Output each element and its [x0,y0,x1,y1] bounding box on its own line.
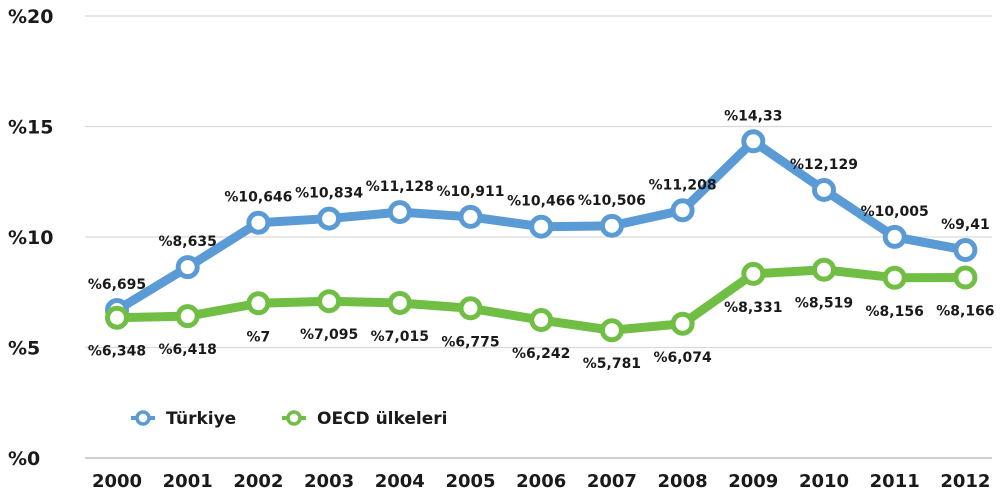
data-point [458,204,483,229]
data-point [812,257,836,282]
x-tick-label: 2007 [587,471,637,492]
x-tick-label: 2009 [728,471,778,492]
data-point [529,214,554,239]
data-point [741,129,766,154]
x-tick-label: 2000 [92,471,142,492]
data-point [317,289,342,314]
data-point [953,238,978,263]
y-tick-label: %10 [8,227,53,249]
data-point [812,177,836,202]
y-tick-label: %5 [8,338,40,360]
data-label: %10,466 [507,194,575,210]
data-label: %11,128 [366,179,434,195]
data-point [529,308,554,333]
legend-label: Türkiye [166,409,236,429]
data-label: %10,005 [861,204,929,220]
x-tick-label: 2002 [233,471,283,492]
data-label: %10,646 [224,190,292,206]
data-point [246,291,271,316]
data-label: %8,519 [795,296,853,312]
data-point [670,198,695,223]
x-tick-label: 2001 [163,471,213,492]
data-point [882,224,907,249]
data-label: %6,348 [88,344,146,360]
data-label: %8,166 [936,304,994,320]
y-tick-label: %20 [8,6,53,28]
data-point [246,210,271,235]
x-tick-label: 2012 [940,471,990,492]
data-label: %12,129 [790,157,858,173]
data-label: %6,074 [653,350,712,366]
legend-label: OECD ülkeleri [317,409,447,429]
data-point [670,311,695,336]
x-tick-label: 2005 [445,471,495,492]
y-tick-label: %0 [8,448,40,470]
legend: Türkiye OECD ülkeleri [131,409,447,429]
x-tick-label: 2010 [799,471,849,492]
data-label: %11,208 [649,177,717,193]
data-labels: %6,695 %8,635 %10,646 %10,834 %11,128 %10,911… [88,108,995,372]
data-label: %6,775 [441,334,499,350]
data-point [105,305,129,330]
x-tick-label: 2006 [516,471,566,492]
legend-swatch-marker [135,410,151,426]
x-axis-ticks: 2000 2001 2002 2003 2004 2005 2006 2007 2008 2009… [92,471,991,492]
data-point [953,265,978,290]
data-label: %8,331 [724,300,782,316]
data-point [882,265,907,290]
data-label: %14,33 [724,108,782,124]
data-point [458,296,483,321]
data-label: %7 [247,329,271,345]
data-point [599,318,624,343]
data-label: %8,156 [866,304,924,320]
data-label: %9,41 [941,217,990,233]
data-label: %8,635 [159,234,217,250]
x-tick-label: 2003 [304,471,354,492]
y-axis-ticks: %0 %5 %10 %15 %20 [8,6,53,470]
data-point [741,261,766,286]
data-label: %6,418 [159,342,217,358]
x-tick-label: 2011 [870,471,920,492]
data-label: %6,695 [88,277,146,293]
data-label: %7,015 [371,329,429,345]
data-label: %10,506 [578,193,646,209]
data-point [599,213,624,238]
data-label: %6,242 [512,346,570,362]
legend-swatch-marker [286,410,302,426]
data-label: %7,095 [300,327,358,343]
y-tick-label: %15 [8,117,53,139]
data-point [387,200,412,225]
data-label: %10,911 [436,184,504,200]
series-layer [105,129,978,343]
data-point [387,290,412,315]
data-point [175,304,200,329]
data-label: %10,834 [295,186,363,202]
data-label: %5,781 [583,356,641,372]
x-tick-label: 2004 [375,471,425,492]
data-point [317,206,342,231]
x-tick-label: 2008 [658,471,708,492]
data-point [175,255,200,280]
